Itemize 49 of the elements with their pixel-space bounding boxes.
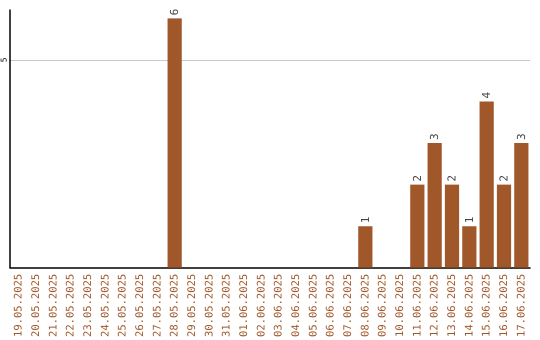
x-tick-label: 26.05.2025 xyxy=(134,274,146,338)
x-tick-label: 02.06.2025 xyxy=(255,274,268,338)
x-tick-label: 04.06.2025 xyxy=(290,274,302,338)
data-label: 1 xyxy=(462,216,476,224)
x-tick-label: 11.06.2025 xyxy=(411,274,424,338)
data-label: 3 xyxy=(428,133,442,140)
data-label: 2 xyxy=(410,175,424,182)
x-tick-label: 28.05.2025 xyxy=(168,274,181,338)
data-label: 3 xyxy=(514,133,528,140)
bar xyxy=(358,226,372,268)
x-tick-label: 25.05.2025 xyxy=(116,274,129,338)
x-tick-label: 24.05.2025 xyxy=(99,274,112,338)
data-label: 4 xyxy=(480,91,494,98)
bar xyxy=(462,226,476,268)
x-tick-label: 15.06.2025 xyxy=(480,274,493,338)
bar xyxy=(428,143,442,268)
x-tick-label: 29.05.2025 xyxy=(186,274,198,338)
x-tick-label: 10.06.2025 xyxy=(394,274,406,338)
x-tick-label: 23.05.2025 xyxy=(82,274,94,338)
x-tick-label: 31.05.2025 xyxy=(220,274,233,338)
x-tick-label: 09.06.2025 xyxy=(376,274,389,338)
x-tick-label: 03.06.2025 xyxy=(272,274,285,338)
x-tick-label: 17.06.2025 xyxy=(515,274,528,338)
data-label: 2 xyxy=(446,175,458,182)
x-tick-label: 13.06.2025 xyxy=(446,274,458,338)
x-tick-label: 20.05.2025 xyxy=(30,274,42,338)
x-tick-label: 30.05.2025 xyxy=(203,274,216,338)
bar xyxy=(514,143,528,268)
x-tick-label: 08.06.2025 xyxy=(359,274,372,338)
x-tick-label: 01.06.2025 xyxy=(238,274,250,338)
x-tick-label: 14.06.2025 xyxy=(463,274,476,338)
data-label: 1 xyxy=(358,216,372,224)
x-tick-label: 21.05.2025 xyxy=(47,274,60,338)
data-label: 2 xyxy=(498,175,510,182)
bar xyxy=(480,101,494,268)
data-label: 6 xyxy=(168,8,182,16)
x-tick-label: 16.06.2025 xyxy=(498,274,510,338)
bar xyxy=(496,184,512,268)
x-tick-label: 22.05.2025 xyxy=(64,274,77,338)
bar xyxy=(410,184,424,268)
x-tick-label: 05.06.2025 xyxy=(307,274,320,338)
x-tick-label: 06.06.2025 xyxy=(324,274,337,338)
x-tick-label: 12.06.2025 xyxy=(428,274,441,338)
y-tick-label: 5 xyxy=(0,57,8,62)
bar xyxy=(168,18,182,268)
x-tick-label: 19.05.2025 xyxy=(12,274,25,338)
bar xyxy=(444,184,460,268)
x-tick-label: 07.06.2025 xyxy=(342,274,354,338)
x-tick-label: 27.05.2025 xyxy=(151,274,164,338)
